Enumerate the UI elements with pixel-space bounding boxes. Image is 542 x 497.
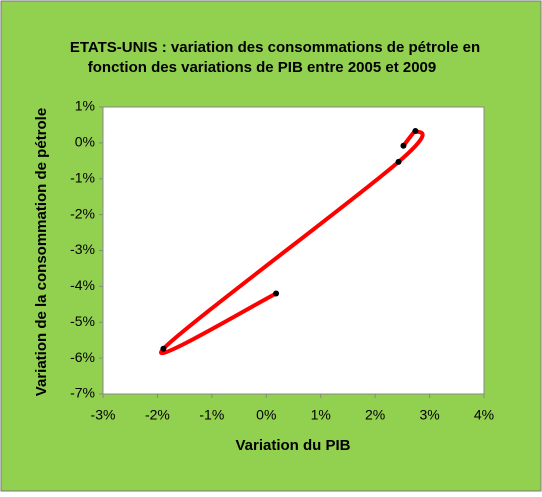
y-axis-title: Variation de la consommation de pétrole xyxy=(33,108,50,396)
x-tick-label: -2% xyxy=(145,407,170,423)
x-tick-label: 1% xyxy=(311,407,331,423)
x-tick-label: 0% xyxy=(256,407,276,423)
x-tick-label: 4% xyxy=(474,407,494,423)
data-point xyxy=(412,128,419,135)
data-point xyxy=(400,142,407,149)
y-tick-label: 1% xyxy=(75,98,95,114)
data-point xyxy=(273,290,280,297)
y-tick-label: -6% xyxy=(70,349,95,365)
y-tick-label: -1% xyxy=(70,169,95,185)
x-tick-label: -3% xyxy=(91,407,116,423)
x-tick-label: 2% xyxy=(365,407,385,423)
y-tick-label: -3% xyxy=(70,241,95,257)
y-tick-label: -2% xyxy=(70,205,95,221)
x-tick-label: -1% xyxy=(199,407,224,423)
chart-title: fonction des variations de PIB entre 200… xyxy=(88,59,436,76)
chart-title: ETATS-UNIS : variation des consommations… xyxy=(70,39,480,56)
y-tick-label: -7% xyxy=(70,385,95,401)
x-axis-title: Variation du PIB xyxy=(235,437,350,454)
y-tick-label: -4% xyxy=(70,277,95,293)
y-tick-label: 0% xyxy=(75,134,95,150)
x-tick-label: 3% xyxy=(419,407,439,423)
data-point xyxy=(395,158,402,165)
y-tick-label: -5% xyxy=(70,313,95,329)
data-point xyxy=(160,345,167,352)
